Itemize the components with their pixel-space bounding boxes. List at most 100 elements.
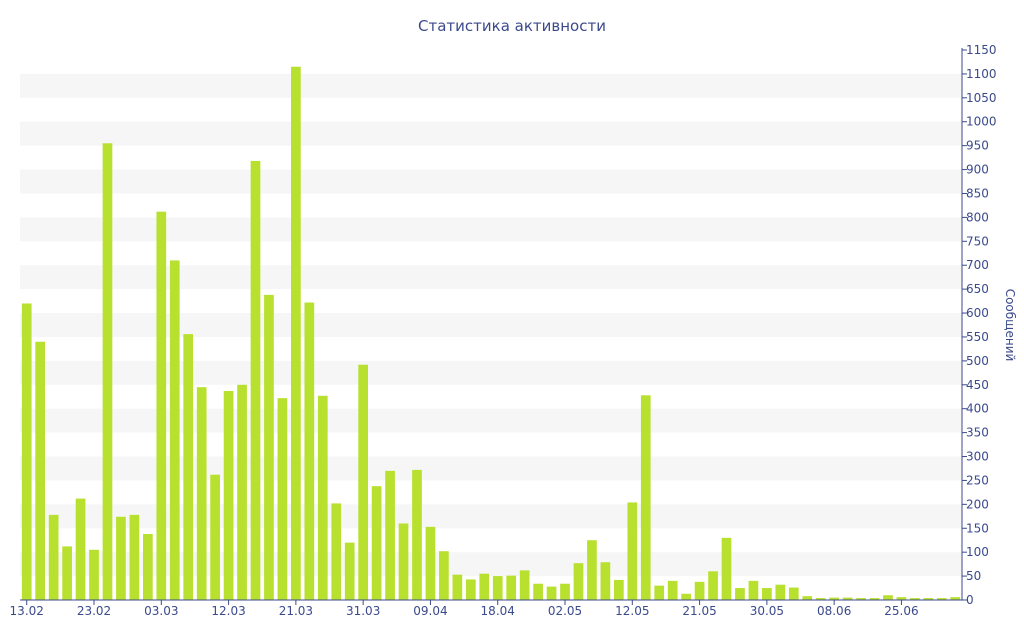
bar [694, 581, 705, 600]
bar [452, 574, 463, 600]
bar [923, 598, 934, 600]
x-tick-label: 02.05 [548, 604, 582, 618]
bar [587, 540, 597, 600]
grid-band [20, 169, 962, 194]
bar [129, 514, 140, 600]
bar [883, 595, 893, 600]
x-tick-label: 08.06 [817, 604, 851, 618]
bar [237, 384, 247, 600]
y-tick-label: 650 [966, 282, 989, 296]
bar [627, 502, 638, 600]
bar [210, 474, 220, 600]
bar [304, 302, 315, 600]
bar [439, 551, 449, 600]
bar [143, 534, 153, 600]
bar [802, 596, 813, 600]
x-tick-label: 12.05 [615, 604, 649, 618]
bar [492, 576, 503, 600]
bar [842, 597, 853, 600]
bar [250, 160, 261, 600]
bar [708, 571, 718, 600]
bar [48, 514, 59, 600]
bar [910, 598, 920, 600]
bar [815, 598, 826, 600]
chart-title: Статистика активности [418, 17, 606, 35]
bar [600, 562, 611, 600]
bar [519, 570, 530, 600]
y-tick-label: 1000 [966, 115, 997, 129]
bar [358, 364, 368, 600]
x-tick-label: 23.02 [77, 604, 111, 618]
y-tick-label: 100 [966, 545, 989, 559]
bar [640, 395, 651, 600]
bar [344, 542, 355, 600]
bar [412, 469, 422, 600]
x-tick-label: 21.03 [279, 604, 313, 618]
x-tick-label: 03.03 [144, 604, 178, 618]
bar [936, 598, 947, 600]
y-tick-label: 600 [966, 306, 989, 320]
bar [277, 398, 288, 600]
y-tick-label: 400 [966, 402, 989, 416]
bar [331, 503, 342, 600]
bar [829, 597, 839, 600]
bar [856, 598, 866, 600]
x-axis: 13.02 23.02 03.03 12.03 21.03 31.03 09.04 18.04… [10, 599, 962, 618]
y-tick-label: 700 [966, 258, 989, 272]
y-tick-label: 450 [966, 378, 989, 392]
bar [21, 303, 32, 600]
bar [869, 598, 880, 600]
bar [762, 588, 772, 600]
bar [35, 341, 46, 600]
bar [75, 498, 86, 600]
grid-band [20, 73, 962, 98]
bar [425, 526, 436, 600]
y-tick-label: 500 [966, 354, 989, 368]
y-tick-label: 0 [966, 593, 974, 607]
bar [398, 523, 409, 600]
bar [748, 580, 759, 600]
bar [667, 580, 678, 600]
bar [264, 294, 274, 600]
bar [62, 546, 72, 600]
bar [681, 593, 691, 600]
bar [183, 334, 194, 600]
bar [371, 486, 382, 600]
x-tick-label: 30.05 [750, 604, 784, 618]
bar [654, 585, 665, 600]
y-tick-label: 850 [966, 186, 989, 200]
bar [788, 587, 799, 600]
y-axis: 0 50 100 150 200 250 300 350 400 450 500 550 600 650 7… [961, 43, 997, 607]
bar [116, 516, 126, 600]
x-tick-label: 31.03 [346, 604, 380, 618]
x-tick-label: 13.02 [10, 604, 44, 618]
bar [950, 597, 961, 600]
x-tick-label: 18.04 [481, 604, 515, 618]
x-tick-label: 09.04 [413, 604, 447, 618]
bar [385, 470, 395, 600]
y-tick-label: 1050 [966, 91, 997, 105]
y-tick-label: 1100 [966, 67, 997, 81]
bar [156, 211, 167, 600]
bar [196, 387, 207, 600]
bar [721, 537, 732, 600]
bar [775, 584, 786, 600]
bar [614, 579, 624, 600]
bar [533, 583, 543, 600]
bar [735, 588, 745, 600]
bar [896, 597, 907, 600]
y-tick-label: 800 [966, 210, 989, 224]
bar [317, 395, 328, 600]
x-tick-label: 25.06 [884, 604, 918, 618]
y-tick-label: 350 [966, 426, 989, 440]
y-tick-label: 150 [966, 521, 989, 535]
bar-series [21, 66, 961, 601]
y-tick-label: 50 [966, 569, 981, 583]
y-tick-label: 250 [966, 473, 989, 487]
bar [223, 391, 234, 600]
y-tick-label: 200 [966, 497, 989, 511]
x-tick-label: 21.05 [682, 604, 716, 618]
bar [291, 66, 301, 601]
bar [573, 563, 584, 600]
